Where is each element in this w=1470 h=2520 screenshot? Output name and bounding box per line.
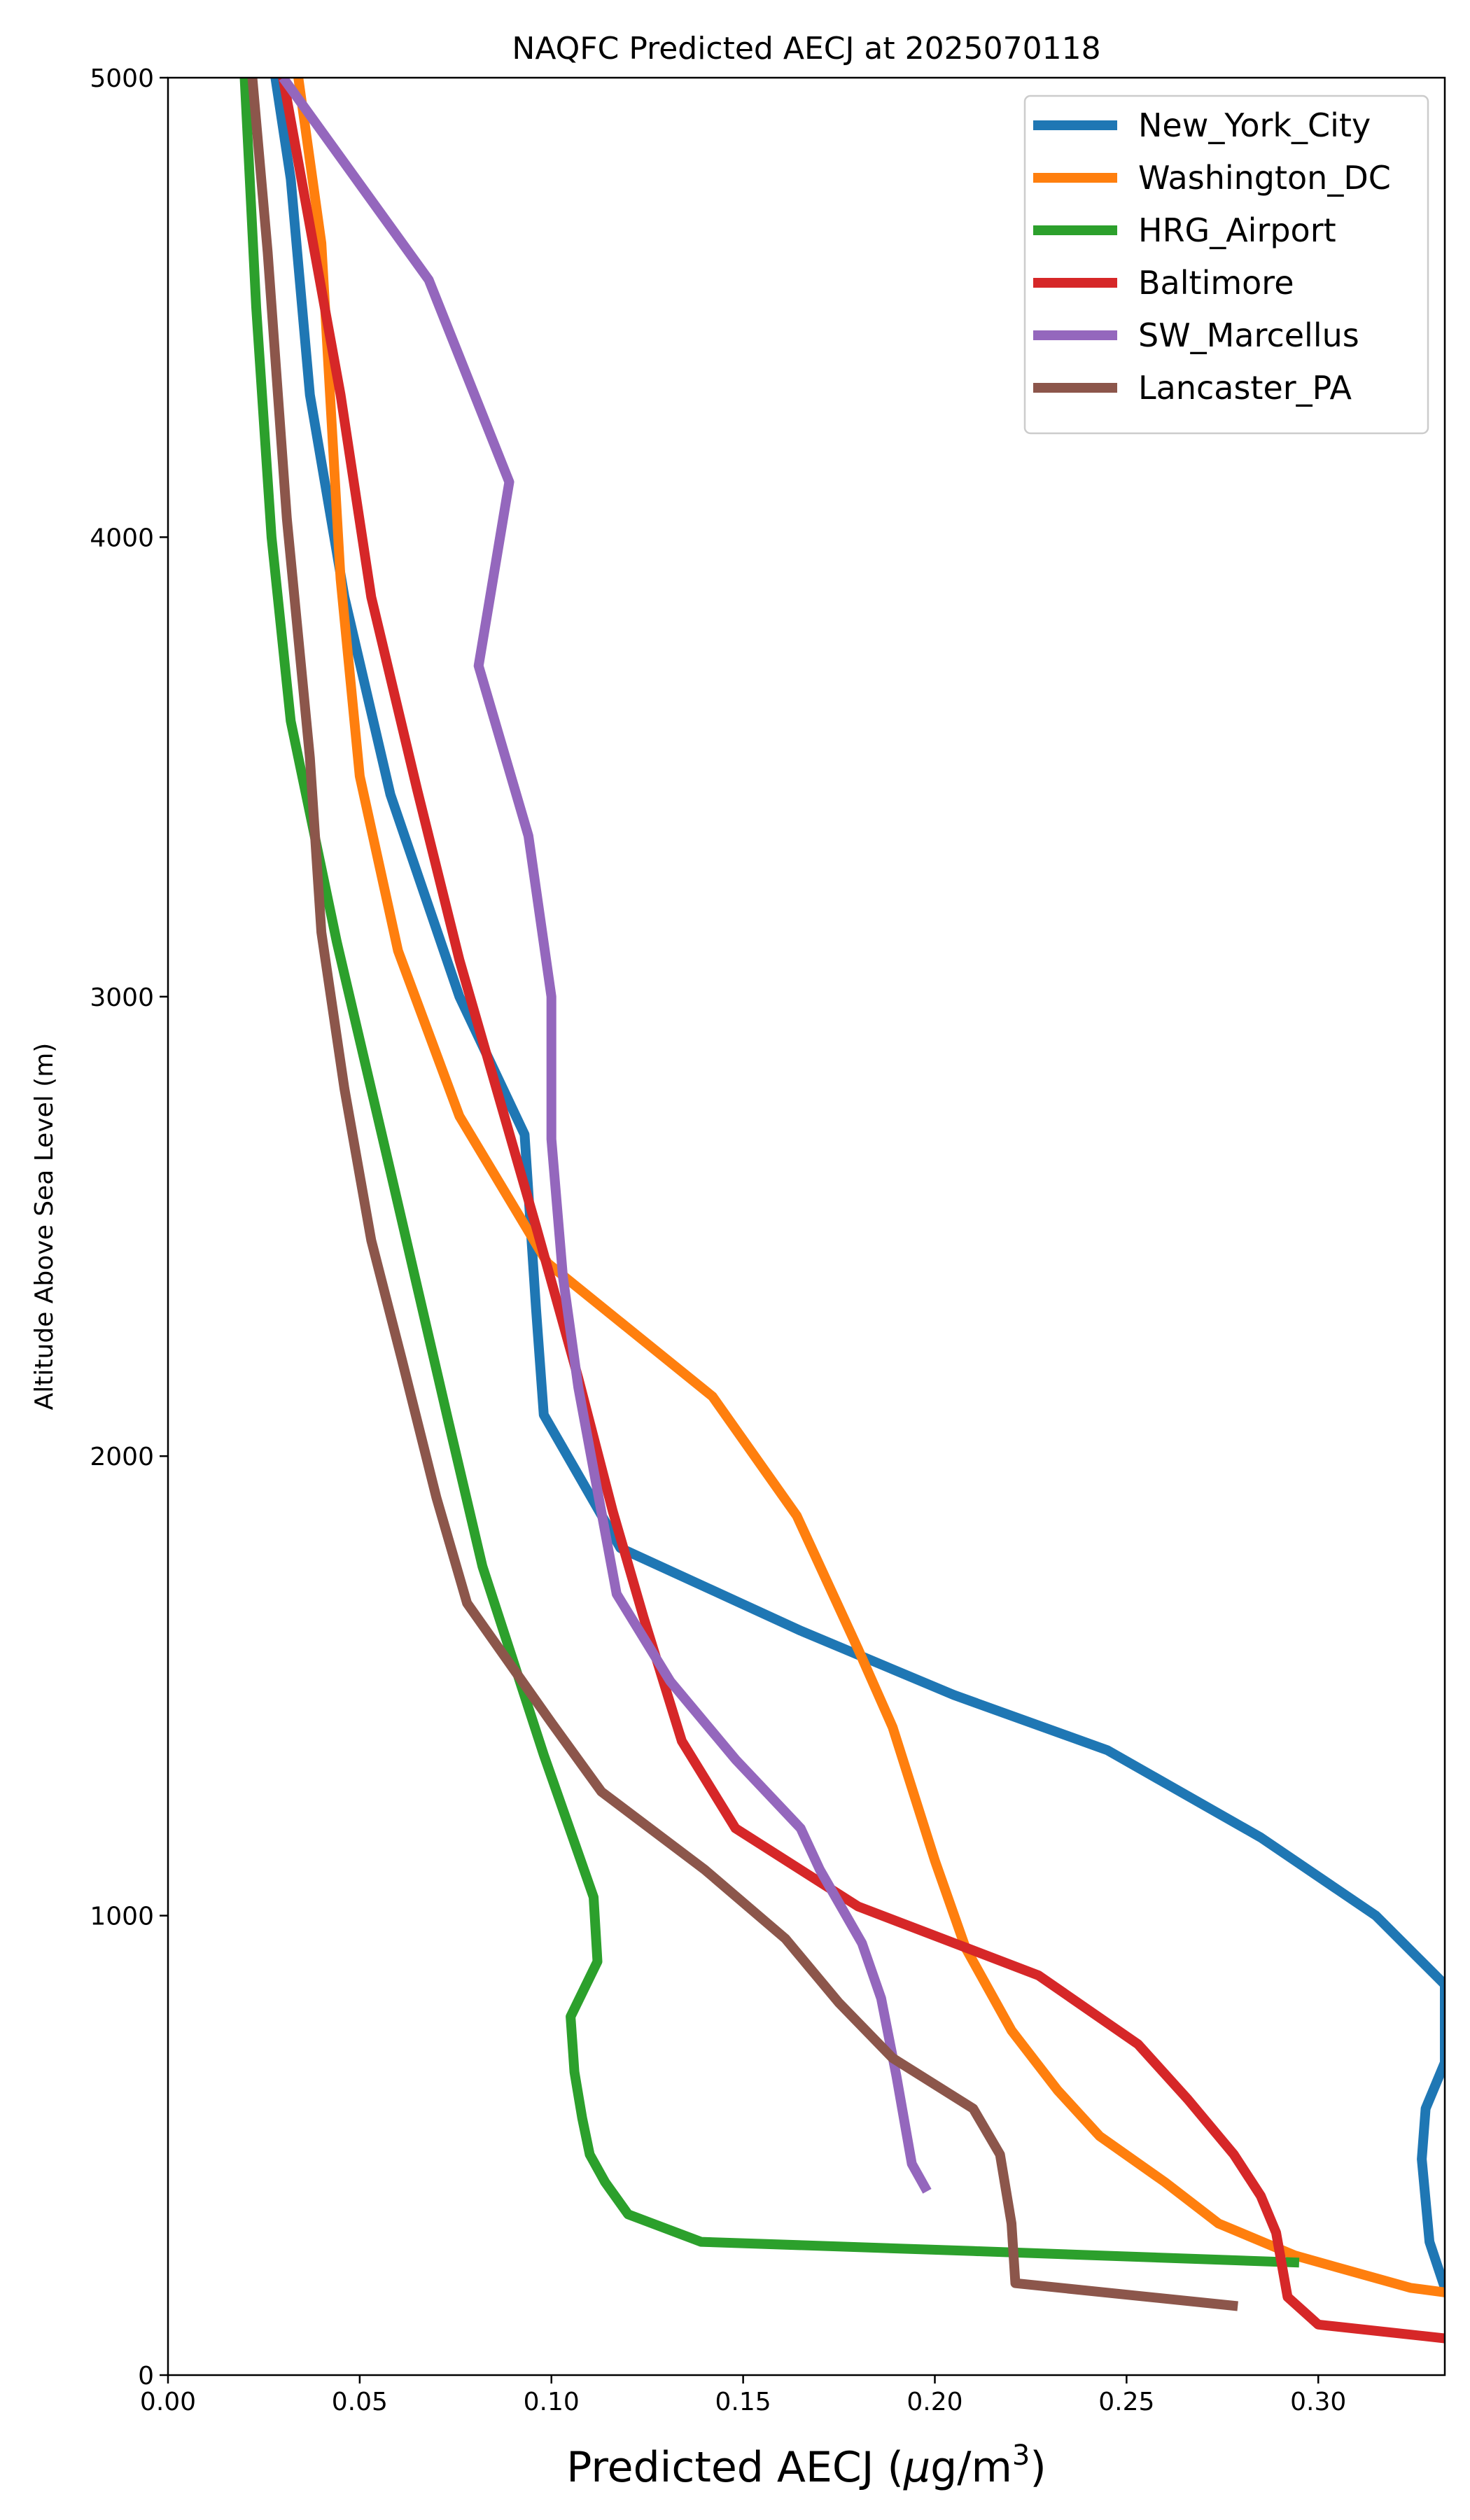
- legend-label-lancaster-pa: Lancaster_PA: [1138, 369, 1352, 407]
- x-axis-label-unit: g/m: [930, 2443, 1012, 2492]
- legend-label-new-york-city: New_York_City: [1138, 106, 1371, 144]
- x-tick-label: 0.05: [332, 2388, 388, 2416]
- x-axis-label-close: ): [1030, 2443, 1046, 2492]
- x-tick-label: 0.25: [1098, 2388, 1154, 2416]
- x-tick-label: 0.30: [1290, 2388, 1346, 2416]
- x-tick-label: 0.15: [715, 2388, 771, 2416]
- legend-label-washington-dc: Washington_DC: [1138, 159, 1391, 197]
- legend-label-hrg-airport: HRG_Airport: [1138, 211, 1336, 249]
- chart-title: NAQFC Predicted AECJ at 2025070118: [512, 31, 1100, 66]
- axes-layer: 0.00 0.05 0.10 0.15 0.20 0.25 0.30 0 1000 2000 300…: [90, 64, 1446, 2416]
- y-tick-label: 2000: [90, 1443, 154, 1471]
- plot-frame: [167, 76, 1446, 2376]
- y-tick-label: 3000: [90, 983, 154, 1012]
- y-tick-label: 1000: [90, 1903, 154, 1931]
- y-tick-label: 5000: [90, 64, 154, 93]
- y-tick-label: 4000: [90, 524, 154, 552]
- y-tick-label: 0: [138, 2362, 154, 2390]
- x-axis-label-sup: 3: [1012, 2440, 1030, 2472]
- series-line-sw-marcellus: [279, 78, 932, 2194]
- x-tick-label: 0.20: [906, 2388, 962, 2416]
- series-line-lancaster-pa: [247, 78, 1238, 2311]
- x-tick-label: 0.00: [140, 2388, 196, 2416]
- series-line-new-york-city: [270, 78, 1445, 2290]
- legend-box: [1023, 94, 1429, 435]
- legend: New_York_City Washington_DC HRG_Airport Bal…: [1023, 94, 1429, 435]
- x-tick-label: 0.10: [524, 2388, 580, 2416]
- x-axis-label: Predicted AECJ (μg/m3): [566, 2440, 1046, 2492]
- series-line-baltimore: [278, 78, 1445, 2344]
- series-line-hrg-airport: [239, 78, 1300, 2268]
- y-axis-label: Altitude Above Sea Level (m): [30, 1043, 59, 1410]
- series-layer: [239, 78, 1445, 2344]
- series-line-washington-dc: [293, 78, 1445, 2297]
- x-axis-label-mu: μ: [903, 2443, 930, 2492]
- x-axis-label-main: Predicted AECJ (: [566, 2443, 904, 2492]
- legend-label-sw-marcellus: SW_Marcellus: [1138, 316, 1359, 354]
- legend-label-baltimore: Baltimore: [1138, 264, 1294, 302]
